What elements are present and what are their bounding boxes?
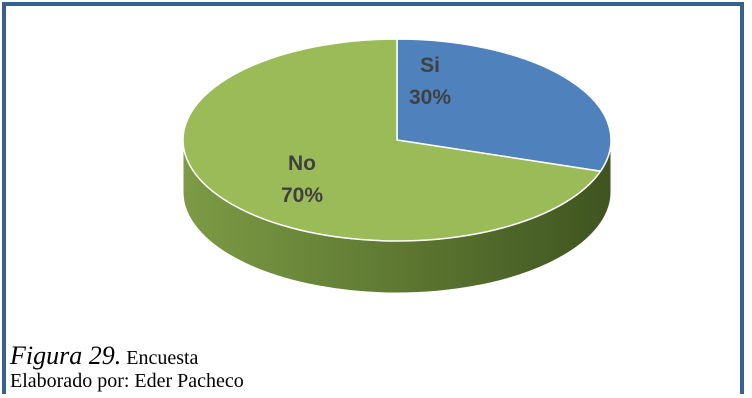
figure-author: Elaborado por: Eder Pacheco (10, 370, 244, 392)
pie-slice-si (396, 38, 612, 173)
slice-category-label: Si (420, 54, 440, 77)
slice-percent-label: 30% (409, 86, 451, 109)
figure-frame (2, 2, 744, 394)
slice-percent-label: 70% (281, 184, 323, 207)
figure-title: Encuesta (126, 347, 199, 369)
figure-number: Figura 29. (10, 341, 122, 370)
pie-chart: Si 30% No 70% (182, 38, 612, 294)
pie-slice-no (182, 38, 602, 242)
slice-category-label: No (288, 152, 316, 175)
figure-caption: Figura 29. Encuesta (10, 341, 198, 371)
